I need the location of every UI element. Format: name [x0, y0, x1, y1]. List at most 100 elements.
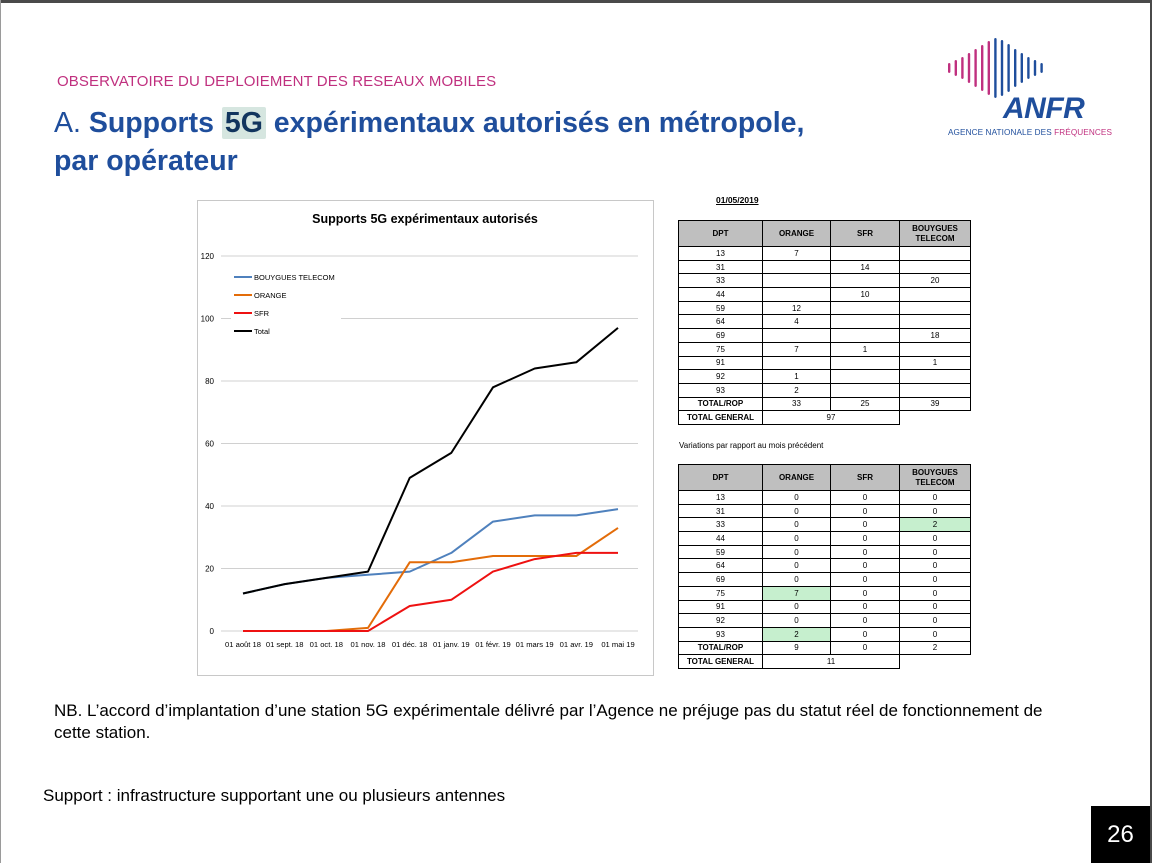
- table-cell: 1: [899, 355, 971, 371]
- table-header: ORANGE: [762, 464, 831, 491]
- total-general-value: 11: [762, 654, 900, 669]
- table-cell: [830, 355, 900, 371]
- logo-wave-bar: [981, 45, 984, 91]
- total-general-row: TOTAL GENERAL 97: [678, 410, 971, 425]
- table-cell: 69: [678, 328, 763, 343]
- table-header: DPT: [678, 220, 763, 247]
- table-cell: 0: [830, 503, 900, 519]
- table-row: 64 4: [678, 314, 971, 330]
- table-cell: 0: [899, 531, 971, 546]
- table-cell: [762, 259, 831, 275]
- chart-container: Supports 5G expérimentaux autorisés 0 20 4…: [197, 200, 654, 676]
- table-row: 33 20: [678, 273, 971, 289]
- table-cell: 91: [678, 355, 763, 371]
- table-cell: 0: [830, 572, 900, 587]
- table-header: DPT: [678, 464, 763, 491]
- table-cell: 13: [678, 246, 763, 261]
- table-cell: 33: [678, 517, 763, 533]
- table-cell: [899, 369, 971, 384]
- page-title: A. Supports 5G expérimentaux autorisés e…: [54, 104, 934, 180]
- y-tick-label: 100: [201, 315, 215, 324]
- table-cell: 0: [830, 599, 900, 615]
- table-cell: 2: [762, 626, 831, 642]
- logo-wave-bar: [987, 41, 990, 95]
- table-row: 92 1: [678, 369, 971, 384]
- series-line: [243, 551, 618, 632]
- table-cell: 0: [762, 517, 831, 533]
- table-cell: 31: [678, 259, 763, 275]
- table-header: BOUYGUES TELECOM: [899, 464, 971, 491]
- table-cell: 1: [830, 341, 900, 357]
- total-general-label: TOTAL GENERAL: [678, 410, 763, 425]
- series-line: [242, 508, 619, 595]
- x-tick-label: 01 août 18: [225, 640, 261, 649]
- table-cell: [899, 314, 971, 330]
- logo-sub-main: AGENCE NATIONALE DES: [948, 128, 1055, 137]
- total-rop-row: TOTAL/ROP 9 0 2: [678, 640, 971, 656]
- table-cell: [830, 273, 900, 289]
- table-row: 75 7 1: [678, 341, 971, 357]
- table-row: 64 0 0 0: [678, 558, 971, 574]
- table-row: 69 0 0 0: [678, 572, 971, 587]
- x-tick-label: 01 avr. 19: [560, 640, 593, 649]
- table-cell: [830, 382, 900, 398]
- table-cell: 0: [762, 599, 831, 615]
- table-cell: [899, 382, 971, 398]
- anfr-logo-waveform-icon: [948, 38, 1043, 98]
- table-row: 13 7: [678, 246, 971, 261]
- total-rop-row: TOTAL/ROP 33 25 39: [678, 396, 971, 412]
- table-cell: 69: [678, 572, 763, 587]
- series-line: [242, 327, 619, 595]
- table-row: 33 0 0 2: [678, 517, 971, 533]
- table-cell: 0: [830, 558, 900, 574]
- table-cell: 31: [678, 503, 763, 519]
- table-row: 31 14: [678, 259, 971, 275]
- legend-label: ORANGE: [254, 291, 287, 300]
- table-cell: 0: [830, 517, 900, 533]
- table-cell: 93: [678, 382, 763, 398]
- legend-label: BOUYGUES TELECOM: [254, 273, 335, 282]
- table-cell: [830, 369, 900, 384]
- logo-wave-bar: [1000, 40, 1004, 96]
- right-border: [1150, 0, 1152, 863]
- x-tick-label: 01 mars 19: [516, 640, 554, 649]
- table-cell: 93: [678, 626, 763, 642]
- page-number: 26: [1091, 806, 1150, 863]
- line-chart: Supports 5G expérimentaux autorisés 0 20 4…: [201, 212, 638, 649]
- table-cell: 0: [899, 613, 971, 628]
- table-cell: 64: [678, 314, 763, 330]
- total-rop-label: TOTAL/ROP: [678, 396, 763, 412]
- table-cell: [830, 300, 900, 316]
- table-cell: 7: [762, 246, 831, 261]
- total-general-row: TOTAL GENERAL 11: [678, 654, 971, 669]
- table-cell: 0: [899, 626, 971, 642]
- table-cell: 0: [830, 490, 900, 505]
- table-cell: [762, 355, 831, 371]
- table-cell: 0: [830, 585, 900, 601]
- logo-wave-bar: [961, 57, 964, 79]
- legend-label: SFR: [254, 309, 270, 318]
- table-cell: 59: [678, 300, 763, 316]
- table-cell: 0: [830, 531, 900, 546]
- supports-table: DPT ORANGE SFR BOUYGUES TELECOM 13 7 31 14 33 20…: [678, 220, 971, 425]
- logo-wave-bar: [974, 49, 977, 87]
- x-tick-label: 01 sept. 18: [266, 640, 304, 649]
- logo-wave-bar: [1014, 49, 1017, 87]
- table1-date: 01/05/2019: [716, 195, 759, 205]
- table-cell: 92: [678, 613, 763, 628]
- logo-wave-bar: [948, 63, 951, 73]
- table-row: 44 0 0 0: [678, 531, 971, 546]
- x-tick-label: 01 janv. 19: [433, 640, 470, 649]
- table-cell: [762, 328, 831, 343]
- x-tick-label: 01 oct. 18: [310, 640, 343, 649]
- table-row: 69 18: [678, 328, 971, 343]
- y-tick-label: 120: [201, 252, 215, 261]
- table-cell: 14: [830, 259, 900, 275]
- table-cell: 0: [762, 531, 831, 546]
- table-cell: 91: [678, 599, 763, 615]
- y-tick-label: 60: [205, 440, 214, 449]
- table-cell: 64: [678, 558, 763, 574]
- variations-table: DPT ORANGE SFR BOUYGUES TELECOM 13 0 0 0 31 0 0 0 3…: [678, 464, 971, 669]
- table-row: 31 0 0 0: [678, 503, 971, 519]
- table-cell: [899, 259, 971, 275]
